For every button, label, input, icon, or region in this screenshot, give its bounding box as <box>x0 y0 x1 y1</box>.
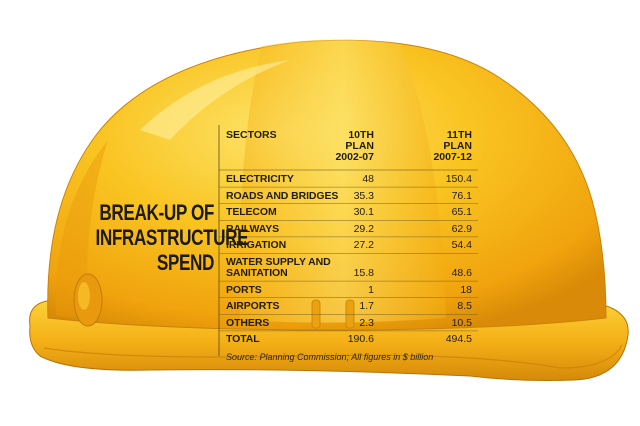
row-value-11th-plan: 54.4 <box>451 239 472 252</box>
column-header-11th-plan: 11TH PLAN 2007-12 <box>420 130 472 163</box>
row-sector-label: AIRPORTS <box>226 301 366 312</box>
column-header-11th-line: PLAN <box>443 140 472 152</box>
row-sector-line: ROADS AND BRIDGES <box>226 189 339 202</box>
row-value-10th-plan: 2.3 <box>359 316 374 329</box>
row-sector-line: IRRIGATION <box>226 239 287 252</box>
row-value-10th-plan: 35.3 <box>353 189 374 202</box>
row-value-11th-plan: 76.1 <box>451 189 472 202</box>
column-header-11th-line: 11TH <box>446 129 472 141</box>
row-sector-line: AIRPORTS <box>226 300 280 313</box>
row-sector-label: WATER SUPPLY AND SANITATION <box>226 257 366 279</box>
row-value-11th-plan: 10.5 <box>451 316 472 329</box>
row-sector-line: SANITATION <box>226 267 288 279</box>
column-header-10th-line: 10TH <box>348 129 374 141</box>
row-value-11th-plan: 494.5 <box>445 333 472 346</box>
helmet-ridge <box>239 39 446 323</box>
column-header-10th-line: 2002-07 <box>335 151 374 163</box>
row-value-10th-plan: 1.7 <box>359 300 374 313</box>
helmet-vent <box>311 299 321 329</box>
row-sector-label: RAILWAYS <box>226 222 366 235</box>
row-value-10th-plan: 190.6 <box>347 333 374 346</box>
heading-line-2: INFRASTRUCTURE <box>95 225 249 250</box>
row-sector-label: PORTS <box>226 283 366 296</box>
row-sector-line: OTHERS <box>226 316 270 329</box>
row-value-11th-plan: 18 <box>460 283 472 296</box>
row-sector-line: TOTAL <box>226 333 260 346</box>
row-value-10th-plan: 15.8 <box>353 267 374 279</box>
row-sector-line: TELECOM <box>226 206 277 219</box>
row-sector-label: ELECTRICITY <box>226 174 366 185</box>
row-sector-label: IRRIGATION <box>226 240 366 251</box>
row-value-11th-plan: 65.1 <box>451 206 472 219</box>
row-sector-label: OTHERS <box>226 316 366 329</box>
row-value-11th-plan: 48.6 <box>451 267 472 279</box>
row-value-10th-plan: 30.1 <box>353 206 374 219</box>
row-value-11th-plan: 150.4 <box>445 173 472 185</box>
column-header-11th-line: 2007-12 <box>433 151 472 163</box>
heading-line-3: SPEND <box>156 250 215 275</box>
row-value-10th-plan: 27.2 <box>353 239 374 252</box>
row-value-10th-plan: 1 <box>368 283 374 296</box>
row-sector-label: TOTAL <box>226 334 366 345</box>
column-header-sectors: SECTORS <box>226 129 277 141</box>
row-sector-line: ELECTRICITY <box>226 173 294 185</box>
row-sector-line: WATER SUPPLY AND <box>226 256 331 268</box>
row-value-11th-plan: 8.5 <box>457 300 472 313</box>
source-note: Source: Planning Commission; All figures… <box>226 352 434 362</box>
row-sector-label: ROADS AND BRIDGES <box>226 189 366 202</box>
helmet-vent <box>345 299 355 329</box>
column-header-10th-line: PLAN <box>345 140 374 152</box>
row-value-11th-plan: 62.9 <box>451 222 472 235</box>
row-sector-label: TELECOM <box>226 207 366 218</box>
row-sector-line: RAILWAYS <box>226 222 280 235</box>
row-value-10th-plan: 48 <box>362 173 374 185</box>
column-header-10th-plan: 10TH PLAN 2002-07 <box>318 130 374 163</box>
row-value-10th-plan: 29.2 <box>353 222 374 235</box>
row-sector-line: PORTS <box>226 283 262 296</box>
heading-line-1: BREAK-UP OF <box>99 200 214 225</box>
